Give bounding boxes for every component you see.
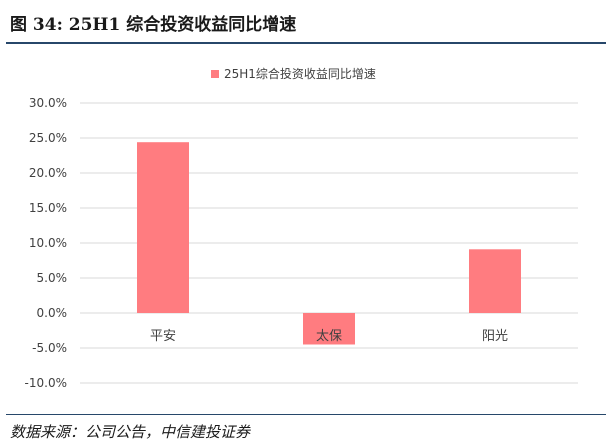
legend-label: 25H1综合投资收益同比增速 — [224, 66, 376, 81]
x-tick-label: 平安 — [150, 329, 176, 344]
top-divider — [6, 42, 606, 44]
x-tick-label: 阳光 — [482, 329, 508, 344]
bottom-divider — [6, 414, 606, 415]
y-tick-label: -10.0% — [25, 376, 67, 390]
figure-title: 图 34: 25H1 综合投资收益同比增速 — [10, 15, 297, 35]
bar — [137, 142, 189, 313]
legend-swatch — [211, 70, 219, 78]
y-tick-label: 20.0% — [29, 166, 67, 180]
y-tick-label: -5.0% — [32, 341, 67, 355]
bar — [303, 313, 355, 345]
source-note: 数据来源：公司公告，中信建投证券 — [10, 423, 251, 441]
y-tick-label: 25.0% — [29, 131, 67, 145]
x-tick-label: 太保 — [316, 329, 342, 344]
bar — [469, 249, 521, 313]
y-tick-label: 0.0% — [37, 306, 68, 320]
y-tick-label: 30.0% — [29, 96, 67, 110]
bar-chart: 30.0% 25.0% 20.0% 15.0% 10.0% 5.0% 0.0% -5.0% -1… — [25, 66, 578, 390]
y-tick-label: 5.0% — [37, 271, 68, 285]
y-tick-label: 10.0% — [29, 236, 67, 250]
y-tick-label: 15.0% — [29, 201, 67, 215]
